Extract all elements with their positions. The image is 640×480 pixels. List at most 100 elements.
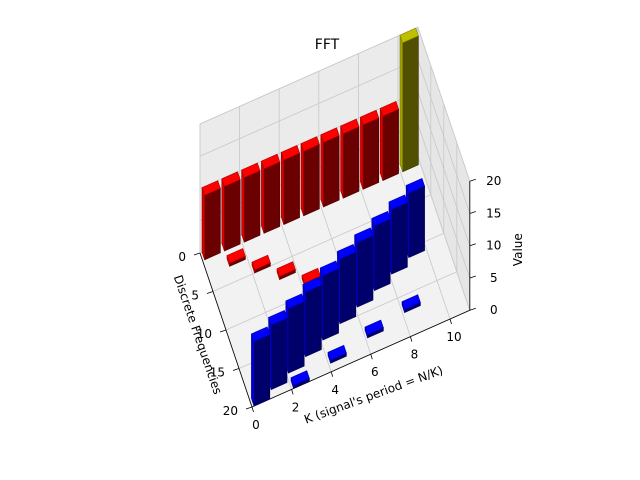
x-tick-mark [370,354,373,360]
bar-front-face [253,334,271,407]
bar-side-face [320,134,324,208]
bar [251,326,271,407]
bar-top-face [241,162,261,179]
bar-top-face [251,254,271,271]
bar-front-face [288,301,305,374]
bar-top-face [379,100,399,117]
bar-front-face [204,187,221,261]
bar [379,100,399,182]
bar [337,243,357,325]
bar [241,162,261,243]
x-tick-mark [410,336,413,342]
y-tick-label: 15 [210,366,225,380]
bar-top-face [201,180,221,196]
bar [388,194,408,275]
x-tick-label: 6 [371,365,379,379]
bar [261,153,281,234]
z-tick-mark [469,178,476,182]
bar-front-face [305,284,322,358]
bar [320,127,340,208]
bar-top-face [337,243,357,260]
bar-front-face [408,185,425,259]
bar-side-face [201,187,205,260]
y-tick-mark [219,329,227,333]
bar [290,370,310,389]
bar-top-face [221,171,241,187]
bar-front-face [342,126,360,199]
x-tick-mark [291,389,294,395]
bar [300,136,320,217]
y-tick-mark [193,252,201,256]
bar-top-face [261,153,281,170]
bar-top-face [354,227,374,244]
bar-top-face [399,27,419,44]
bar-top-face [360,109,380,126]
chart-title: FFT [315,37,340,53]
bar-top-face [405,177,425,194]
bar [226,248,246,267]
y-tick-label: 5 [191,289,199,303]
bar [399,27,419,173]
z-tick-label: 15 [486,206,501,220]
bar [276,261,296,281]
bar-side-face [399,35,403,172]
bar-side-face [241,169,245,243]
bar-front-face [402,35,419,173]
z-axis-label: Value [511,233,525,266]
bar-front-face [303,143,320,217]
z-tick-label: 20 [486,174,501,188]
bar-top-face [280,144,300,161]
bar [360,109,380,190]
bar [327,344,347,364]
x-tick-mark [330,371,334,377]
z-tick-label: 5 [490,271,498,285]
bar-front-face [339,251,357,325]
x-tick-label: 0 [252,418,260,432]
bar-front-face [243,170,261,243]
bar [251,254,271,274]
y-tick-label: 10 [197,327,212,341]
bar-top-face [251,326,271,343]
grid-line-z [199,26,471,182]
bar-top-face [371,210,391,227]
bar-front-face [323,135,340,208]
y-tick-mark [232,368,240,371]
tick-labels: 0 2 4 6 8 10 0 5 10 15 20 0 5 10 15 20 [178,174,501,432]
bar-top-face [364,319,384,336]
z-tick-label: 10 [486,239,501,253]
bar-top-face [300,136,320,152]
bar-front-face [382,108,399,182]
bar-front-face [283,152,300,226]
bar-top-face [268,309,288,326]
bar [280,144,300,226]
z-tick-mark [469,243,476,247]
y-tick-label: 20 [223,404,238,418]
bar-top-face [285,293,305,310]
bar [302,276,322,358]
bar [364,319,384,339]
x-tick-label: 4 [331,383,339,397]
bar-front-face [391,202,408,275]
bar [268,309,288,391]
x-axis-line [251,309,470,408]
bar-top-face [226,248,246,264]
bar [371,210,391,292]
bar-top-face [290,370,310,386]
bar-front-face [322,268,339,341]
bar-front-face [224,179,241,252]
bar [340,118,360,199]
bar-top-face [302,276,322,293]
bar-side-face [221,178,225,252]
bar-top-face [327,344,347,361]
bar [319,260,339,341]
x-tick-label: 2 [292,400,300,414]
bar-side-face [379,108,384,181]
z-tick-label: 0 [490,303,498,317]
z-tick-mark [469,275,476,279]
x-tick-label: 8 [411,348,419,362]
bar-top-face [388,194,408,211]
bar [401,294,421,314]
bar-top-face [340,118,360,135]
z-tick-mark [469,307,476,311]
bar [201,180,221,261]
